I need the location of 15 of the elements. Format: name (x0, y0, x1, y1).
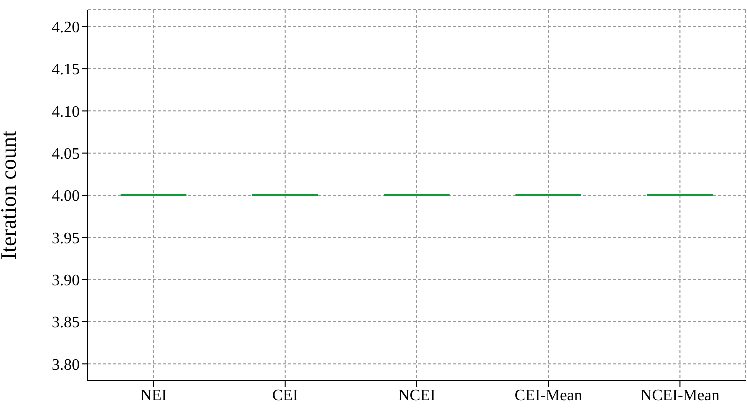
x-tick-label: NEI (140, 387, 168, 404)
x-tick-label: NCEI (398, 387, 436, 404)
y-axis-title: Iteration count (0, 131, 21, 260)
y-tick-label: 3.85 (52, 314, 80, 332)
y-tick-label: 4.05 (52, 146, 80, 164)
x-tick-label: NCEI-Mean (640, 387, 720, 404)
y-tick-label: 3.80 (52, 356, 80, 374)
y-tick-label: 4.10 (52, 104, 80, 121)
y-tick-label: 3.90 (52, 272, 80, 290)
x-tick-label: CEI-Mean (514, 387, 582, 404)
y-tick-label: 3.95 (52, 230, 80, 248)
x-tick-label: CEI (272, 387, 298, 404)
y-tick-label: 4.20 (52, 20, 80, 37)
y-tick-label: 4.15 (52, 62, 80, 79)
y-tick-label: 4.00 (52, 188, 80, 206)
